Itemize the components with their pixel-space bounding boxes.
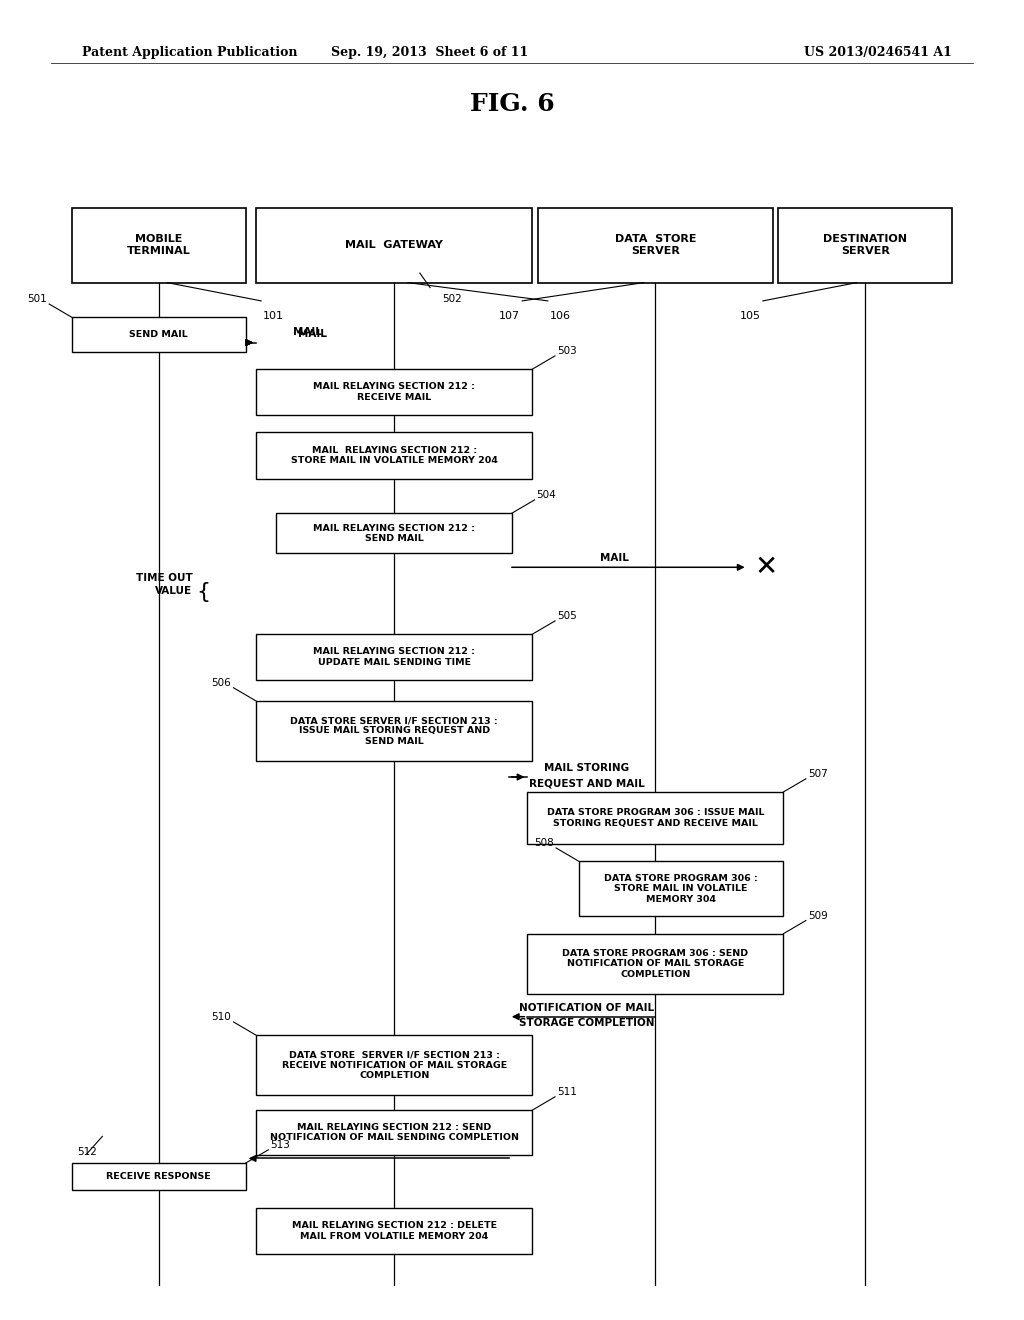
Bar — [579, 861, 783, 916]
Text: Sep. 19, 2013  Sheet 6 of 11: Sep. 19, 2013 Sheet 6 of 11 — [332, 46, 528, 59]
Text: 504: 504 — [537, 490, 556, 500]
Text: DATA STORE PROGRAM 306 : ISSUE MAIL
STORING REQUEST AND RECEIVE MAIL: DATA STORE PROGRAM 306 : ISSUE MAIL STOR… — [547, 808, 764, 828]
Text: FIG. 6: FIG. 6 — [470, 92, 554, 116]
Bar — [527, 792, 783, 843]
Text: MAIL  RELAYING SECTION 212 :
STORE MAIL IN VOLATILE MEMORY 204: MAIL RELAYING SECTION 212 : STORE MAIL I… — [291, 446, 498, 465]
Text: MAIL RELAYING SECTION 212 :
SEND MAIL: MAIL RELAYING SECTION 212 : SEND MAIL — [313, 524, 475, 543]
Text: 513: 513 — [270, 1140, 290, 1150]
Text: MAIL RELAYING SECTION 212 :
UPDATE MAIL SENDING TIME: MAIL RELAYING SECTION 212 : UPDATE MAIL … — [313, 648, 475, 667]
Bar — [256, 701, 532, 760]
Text: MAIL: MAIL — [293, 327, 322, 338]
Bar — [72, 207, 246, 282]
Text: 501: 501 — [28, 294, 47, 304]
Bar — [778, 207, 952, 282]
Text: 510: 510 — [212, 1012, 231, 1022]
Text: MAIL RELAYING SECTION 212 : DELETE
MAIL FROM VOLATILE MEMORY 204: MAIL RELAYING SECTION 212 : DELETE MAIL … — [292, 1221, 497, 1241]
Text: DATA STORE PROGRAM 306 :
STORE MAIL IN VOLATILE
MEMORY 304: DATA STORE PROGRAM 306 : STORE MAIL IN V… — [604, 874, 758, 904]
Text: US 2013/0246541 A1: US 2013/0246541 A1 — [805, 46, 952, 59]
Text: MAIL STORING: MAIL STORING — [544, 763, 630, 774]
Text: VALUE: VALUE — [156, 586, 193, 597]
Text: MAIL  GATEWAY: MAIL GATEWAY — [345, 240, 443, 251]
Text: STORAGE COMPLETION: STORAGE COMPLETION — [519, 1018, 654, 1028]
Text: DESTINATION
SERVER: DESTINATION SERVER — [823, 235, 907, 256]
Text: DATA STORE  SERVER I/F SECTION 213 :
RECEIVE NOTIFICATION OF MAIL STORAGE
COMPLE: DATA STORE SERVER I/F SECTION 213 : RECE… — [282, 1051, 507, 1080]
Text: NOTIFICATION OF MAIL: NOTIFICATION OF MAIL — [519, 1003, 654, 1012]
Bar — [256, 1110, 532, 1155]
Bar — [256, 433, 532, 479]
Text: {: { — [197, 582, 211, 602]
Text: MAIL: MAIL — [298, 329, 327, 339]
Text: REQUEST AND MAIL: REQUEST AND MAIL — [528, 779, 645, 788]
Bar — [256, 634, 532, 680]
Text: 502: 502 — [442, 294, 462, 304]
Text: MAIL RELAYING SECTION 212 :
RECEIVE MAIL: MAIL RELAYING SECTION 212 : RECEIVE MAIL — [313, 383, 475, 401]
Text: MAIL: MAIL — [600, 553, 629, 564]
Text: RECEIVE RESPONSE: RECEIVE RESPONSE — [106, 1172, 211, 1181]
Bar — [256, 1208, 532, 1254]
Text: TIME OUT: TIME OUT — [136, 573, 193, 583]
Text: MAIL RELAYING SECTION 212 : SEND
NOTIFICATION OF MAIL SENDING COMPLETION: MAIL RELAYING SECTION 212 : SEND NOTIFIC… — [269, 1123, 519, 1142]
Bar — [538, 207, 773, 282]
Text: 506: 506 — [212, 677, 231, 688]
Bar — [527, 933, 783, 994]
Bar — [72, 1163, 246, 1189]
Text: SEND MAIL: SEND MAIL — [129, 330, 188, 339]
Text: 106: 106 — [550, 312, 571, 322]
Text: 107: 107 — [499, 312, 520, 322]
Text: 101: 101 — [263, 312, 285, 322]
Bar — [276, 513, 512, 553]
Text: DATA  STORE
SERVER: DATA STORE SERVER — [614, 235, 696, 256]
Text: DATA STORE SERVER I/F SECTION 213 :
ISSUE MAIL STORING REQUEST AND
SEND MAIL: DATA STORE SERVER I/F SECTION 213 : ISSU… — [291, 715, 498, 746]
Bar — [72, 317, 246, 352]
Text: DATA STORE PROGRAM 306 : SEND
NOTIFICATION OF MAIL STORAGE
COMPLETION: DATA STORE PROGRAM 306 : SEND NOTIFICATI… — [562, 949, 749, 978]
Text: 105: 105 — [739, 312, 761, 322]
Text: 511: 511 — [557, 1086, 577, 1097]
Text: 503: 503 — [557, 346, 577, 356]
Text: 505: 505 — [557, 611, 577, 620]
Text: Patent Application Publication: Patent Application Publication — [82, 46, 297, 59]
Text: 509: 509 — [808, 911, 827, 920]
Bar — [256, 207, 532, 282]
Bar — [256, 1035, 532, 1096]
Text: ✕: ✕ — [755, 553, 777, 581]
Text: 508: 508 — [535, 838, 554, 847]
Text: MOBILE
TERMINAL: MOBILE TERMINAL — [127, 235, 190, 256]
Text: 507: 507 — [808, 768, 827, 779]
Text: 512: 512 — [77, 1147, 96, 1156]
Bar — [256, 370, 532, 416]
